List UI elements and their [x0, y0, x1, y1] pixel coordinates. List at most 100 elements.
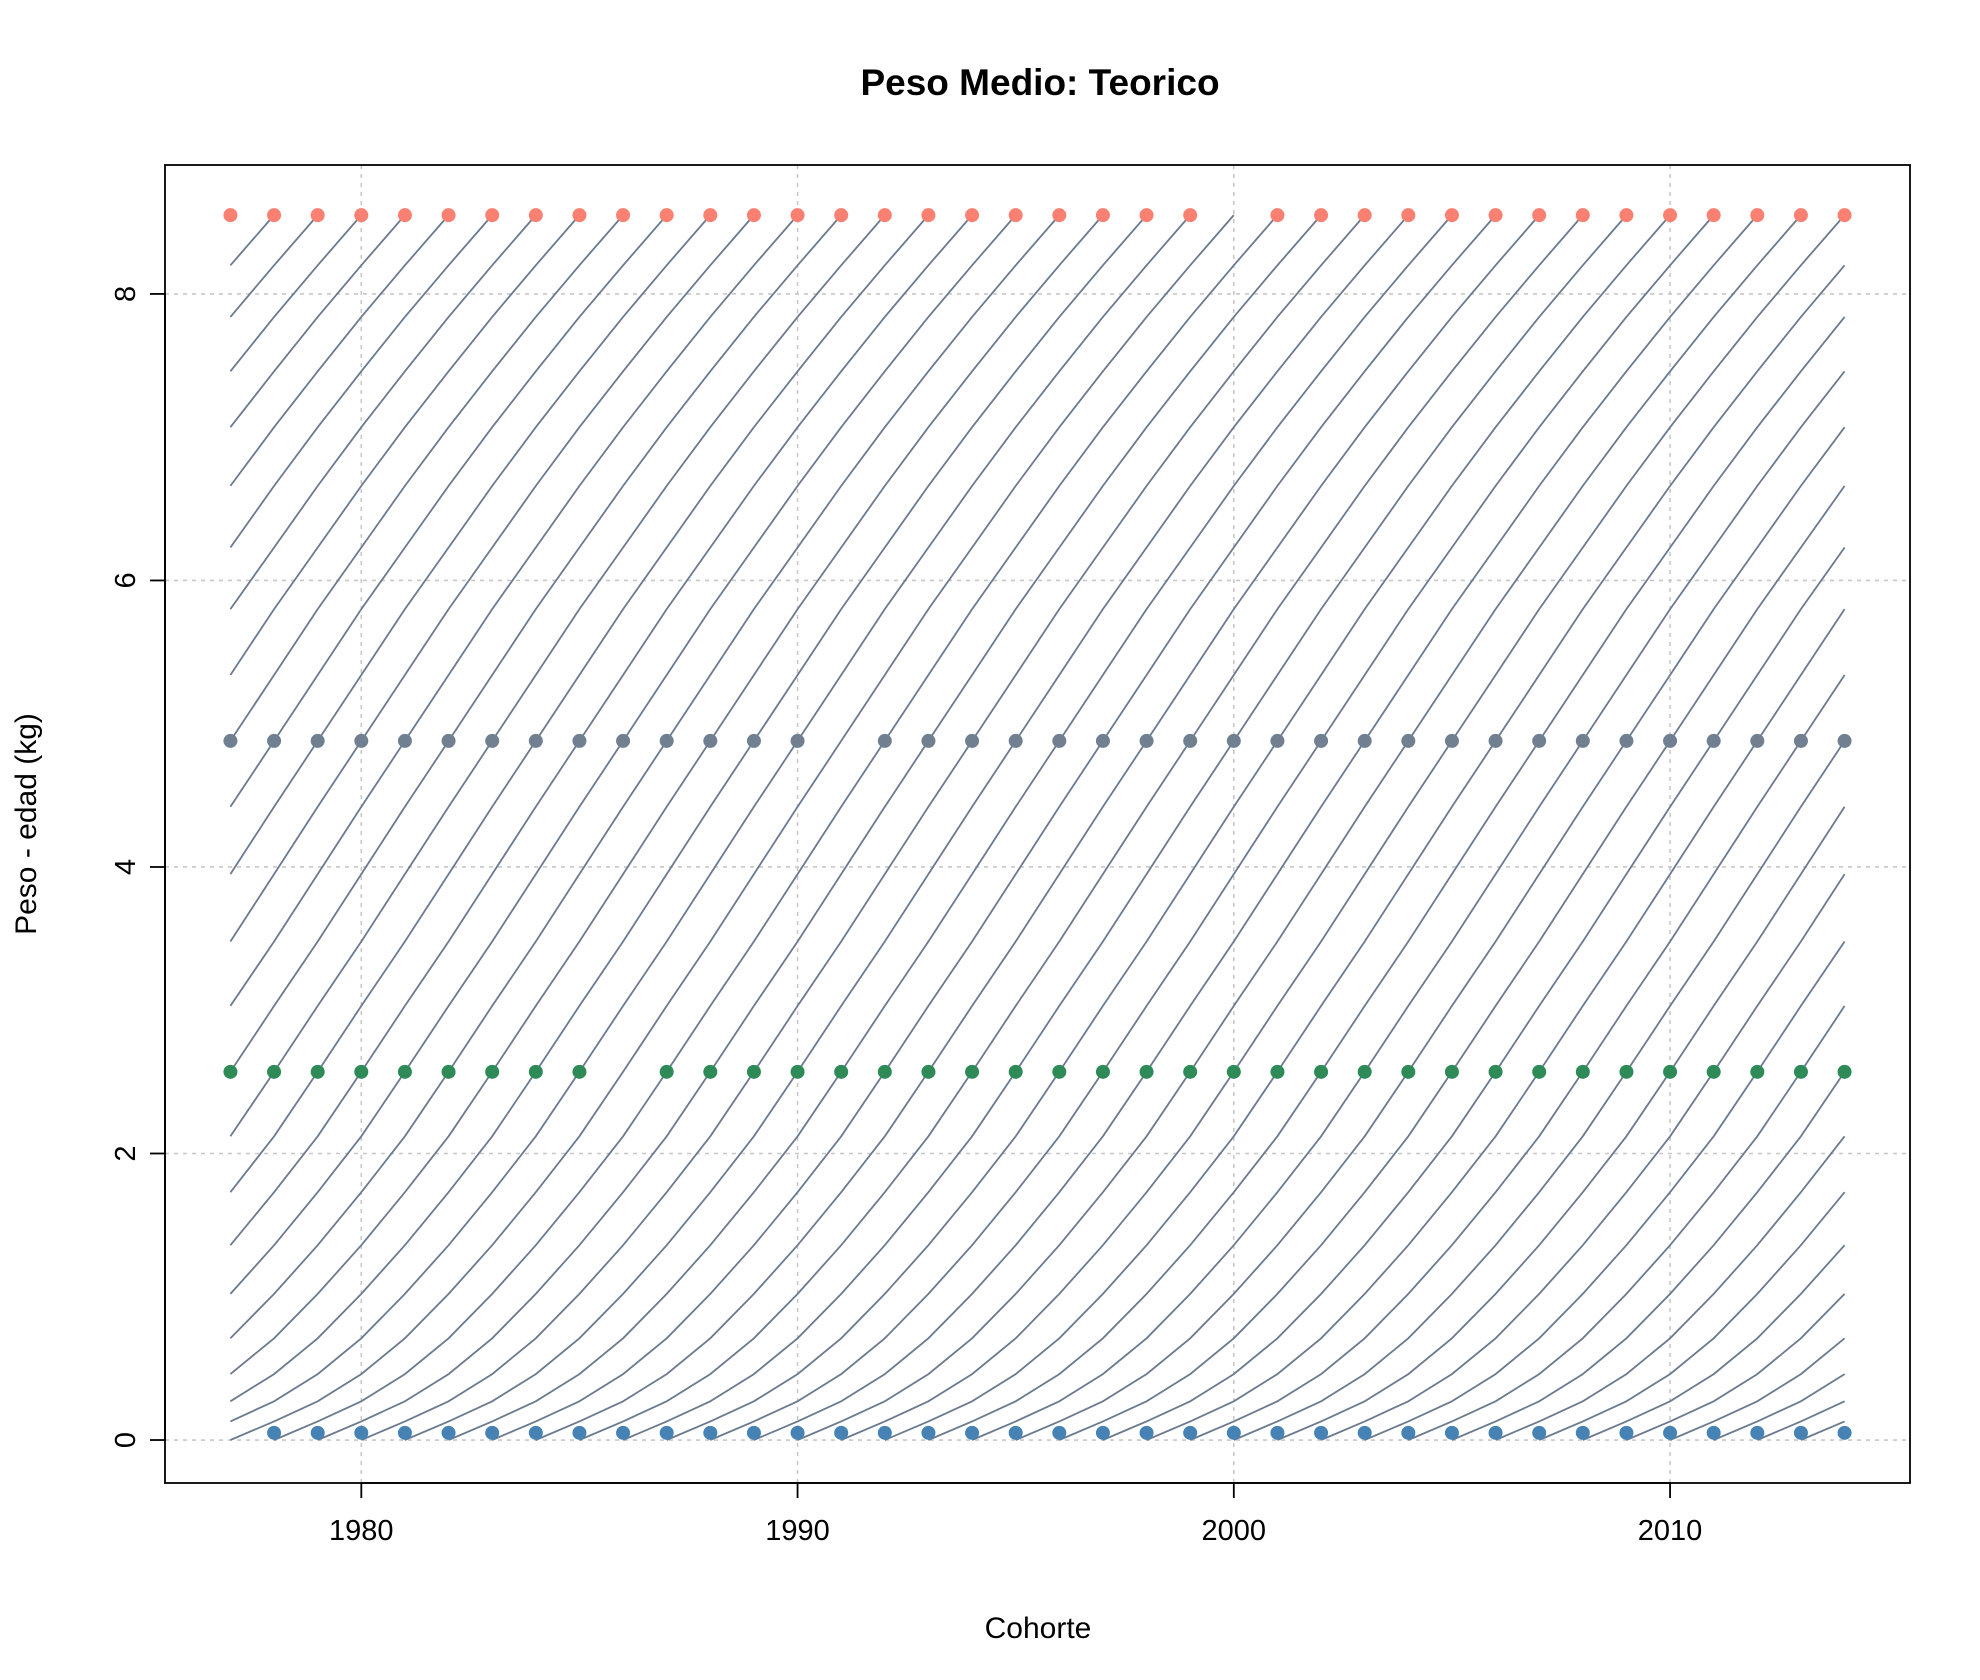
data-point — [1532, 208, 1547, 223]
x-tick-label: 1990 — [765, 1515, 830, 1547]
data-point — [441, 208, 456, 223]
data-point — [1226, 1064, 1241, 1079]
data-point — [1706, 733, 1721, 748]
data-point — [1532, 1425, 1547, 1440]
data-point — [223, 733, 238, 748]
cohort-line — [360, 214, 1366, 1441]
data-point — [877, 733, 892, 748]
data-point — [572, 1064, 587, 1079]
cohort-line — [753, 214, 1758, 1441]
y-tick-label: 0 — [110, 1432, 142, 1448]
data-point — [1663, 733, 1678, 748]
data-point — [790, 208, 805, 223]
data-point — [1444, 733, 1459, 748]
cohort-line — [229, 214, 930, 1193]
data-point — [659, 1064, 674, 1079]
data-point — [1139, 1064, 1154, 1079]
cohort-line — [273, 214, 1279, 1441]
data-point — [746, 733, 761, 748]
cohort-line — [229, 214, 1104, 1375]
data-point — [441, 733, 456, 748]
y-axis-label: Peso - edad (kg) — [10, 713, 43, 935]
cohort-line — [1102, 546, 1846, 1441]
data-point — [921, 208, 936, 223]
data-point — [397, 733, 412, 748]
cohort-line — [1800, 1420, 1845, 1441]
data-point — [267, 1064, 282, 1079]
data-point — [746, 1425, 761, 1440]
y-tick-label: 8 — [110, 286, 142, 302]
data-point — [703, 733, 718, 748]
data-point — [1532, 733, 1547, 748]
data-point — [1619, 208, 1634, 223]
data-point — [572, 208, 587, 223]
data-point — [1575, 733, 1590, 748]
data-point — [1837, 1425, 1852, 1440]
cohort-lines — [229, 214, 1846, 1441]
data-point — [397, 1064, 412, 1079]
data-point — [1270, 733, 1285, 748]
data-point — [790, 1064, 805, 1079]
data-point — [1793, 208, 1808, 223]
data-point — [310, 1064, 325, 1079]
cohort-line — [1364, 940, 1846, 1441]
cohort-line — [229, 214, 1060, 1339]
cohort-line — [229, 214, 842, 1073]
data-point — [1444, 208, 1459, 223]
cohort-line — [1451, 1071, 1846, 1441]
data-point — [1575, 1064, 1590, 1079]
cohort-line — [229, 214, 624, 742]
data-point — [746, 208, 761, 223]
cohort-line — [229, 214, 450, 487]
cohort-line — [229, 214, 319, 318]
cohort-line — [1582, 1244, 1846, 1441]
data-point — [1750, 208, 1765, 223]
data-point — [1619, 1064, 1634, 1079]
data-point — [1444, 1064, 1459, 1079]
data-point — [921, 1064, 936, 1079]
data-point — [310, 1425, 325, 1440]
data-point — [397, 1425, 412, 1440]
data-point — [1314, 208, 1329, 223]
data-point — [267, 1425, 282, 1440]
data-point — [1488, 208, 1503, 223]
data-point — [1837, 208, 1852, 223]
cohort-line — [1495, 1135, 1846, 1441]
data-point — [1750, 733, 1765, 748]
x-tick-label: 2010 — [1638, 1515, 1703, 1547]
data-point — [965, 733, 980, 748]
data-point — [354, 1064, 369, 1079]
cohort-line — [709, 214, 1715, 1441]
data-point — [1139, 208, 1154, 223]
cohort-line — [1146, 608, 1846, 1441]
cohort-line — [1713, 1373, 1846, 1441]
data-point — [1314, 1425, 1329, 1440]
cohort-line — [666, 214, 1671, 1441]
data-point — [1314, 1064, 1329, 1079]
plot-frame — [164, 164, 1911, 1484]
data-point — [1401, 1064, 1416, 1079]
data-point — [1183, 1064, 1198, 1079]
data-point — [1532, 1064, 1547, 1079]
cohort-line — [317, 214, 1322, 1441]
data-point — [1488, 1425, 1503, 1440]
cohort-line — [229, 214, 668, 808]
cohort-line — [1189, 674, 1846, 1441]
data-point — [703, 1425, 718, 1440]
cohort-line — [622, 214, 1628, 1441]
cohort-line — [1277, 806, 1846, 1441]
data-point — [616, 733, 631, 748]
data-point — [397, 208, 412, 223]
cohort-line — [1407, 1005, 1846, 1441]
data-point — [1663, 208, 1678, 223]
data-point — [1008, 208, 1023, 223]
data-point — [1357, 1425, 1372, 1440]
cohort-line — [404, 214, 1409, 1441]
cohort-line — [797, 214, 1802, 1441]
data-point — [223, 1064, 238, 1079]
cohort-line — [1626, 1293, 1846, 1441]
data-point — [877, 208, 892, 223]
data-point — [834, 208, 849, 223]
data-point — [267, 208, 282, 223]
data-point — [965, 208, 980, 223]
